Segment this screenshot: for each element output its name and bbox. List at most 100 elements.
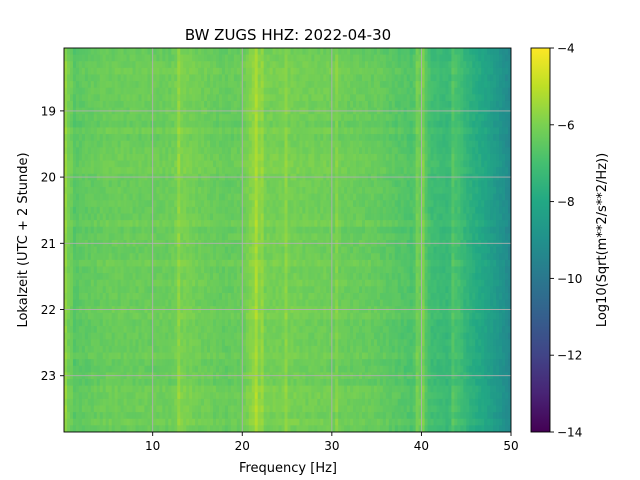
heatmap-cell <box>332 54 336 62</box>
heatmap-cell <box>117 213 122 221</box>
heatmap-cell <box>227 147 232 155</box>
heatmap-cell <box>144 127 149 135</box>
heatmap-cell <box>299 81 303 89</box>
heatmap-cell <box>257 140 262 148</box>
heatmap-cell <box>132 220 137 228</box>
heatmap-cell <box>75 100 80 109</box>
heatmap-cell <box>96 114 101 122</box>
heatmap-cell <box>499 87 503 95</box>
heatmap-cell <box>478 153 482 162</box>
heatmap-cell <box>391 61 396 69</box>
heatmap-cell <box>254 200 259 208</box>
heatmap-cell <box>183 54 187 62</box>
heatmap-cell <box>69 259 74 268</box>
heatmap-cell <box>326 120 330 129</box>
heatmap-cell <box>233 140 238 148</box>
heatmap-cell <box>132 160 137 168</box>
heatmap-cell <box>442 200 447 208</box>
heatmap-cell <box>460 94 464 102</box>
heatmap-cell <box>508 226 511 234</box>
heatmap-cell <box>394 206 399 215</box>
heatmap-cell <box>263 220 268 228</box>
heatmap-cell <box>338 100 342 109</box>
heatmap-cell <box>457 134 461 142</box>
heatmap-cell <box>111 94 116 102</box>
heatmap-cell <box>162 206 166 215</box>
heatmap-cell <box>239 48 244 56</box>
heatmap-cell <box>418 180 423 188</box>
heatmap-cell <box>439 147 444 155</box>
heatmap-cell <box>469 259 473 268</box>
heatmap-cell <box>409 180 414 188</box>
heatmap-cell <box>382 61 387 69</box>
heatmap-cell <box>490 94 494 102</box>
heatmap-cell <box>421 153 426 162</box>
heatmap-cell <box>102 81 107 89</box>
heatmap-cell <box>388 220 393 228</box>
heatmap-cell <box>102 266 107 274</box>
heatmap-cell <box>189 87 193 95</box>
heatmap-cell <box>490 193 494 201</box>
heatmap-cell <box>418 54 423 62</box>
heatmap-cell <box>314 61 318 69</box>
heatmap-cell <box>466 220 470 228</box>
heatmap-cell <box>141 100 146 109</box>
heatmap-cell <box>454 127 458 135</box>
heatmap-cell <box>364 81 369 89</box>
heatmap-cell <box>326 187 330 195</box>
heatmap-cell <box>290 259 295 268</box>
heatmap-cell <box>269 61 274 69</box>
heatmap-cell <box>204 81 208 89</box>
heatmap-cell <box>293 74 298 82</box>
heatmap-cell <box>159 193 163 201</box>
heatmap-cell <box>213 147 217 155</box>
heatmap-cell <box>156 246 160 254</box>
heatmap-cell <box>117 100 122 109</box>
heatmap-cell <box>111 67 116 76</box>
heatmap-cell <box>326 213 330 221</box>
heatmap-cell <box>290 120 295 129</box>
heatmap-cell <box>403 220 408 228</box>
heatmap-cell <box>117 233 122 241</box>
heatmap-cell <box>159 134 163 142</box>
heatmap-cell <box>159 100 163 109</box>
heatmap-cell <box>230 127 235 135</box>
heatmap-cell <box>439 220 444 228</box>
heatmap-cell <box>236 127 241 135</box>
heatmap-cell <box>266 127 271 135</box>
heatmap-cell <box>496 153 500 162</box>
heatmap-cell <box>421 120 426 129</box>
heatmap-cell <box>373 48 378 56</box>
heatmap-cell <box>427 233 432 241</box>
heatmap-cell <box>129 167 134 175</box>
heatmap-cell <box>400 100 405 109</box>
heatmap-cell <box>177 253 181 261</box>
heatmap-cell <box>198 226 202 234</box>
heatmap-cell <box>370 220 375 228</box>
heatmap-cell <box>281 160 286 168</box>
heatmap-cell <box>329 100 333 109</box>
heatmap-cell <box>487 134 491 142</box>
heatmap-cell <box>296 54 301 62</box>
heatmap-cell <box>251 187 256 195</box>
heatmap-cell <box>388 206 393 215</box>
heatmap-cell <box>254 206 259 215</box>
heatmap-cell <box>481 259 485 268</box>
heatmap-cell <box>251 213 256 221</box>
heatmap-cell <box>213 193 217 201</box>
heatmap-cell <box>207 160 211 168</box>
heatmap-cell <box>102 220 107 228</box>
heatmap-cell <box>69 140 74 148</box>
heatmap-cell <box>454 233 458 241</box>
heatmap-cell <box>186 67 190 76</box>
heatmap-cell <box>481 187 485 195</box>
heatmap-cell <box>302 180 306 188</box>
heatmap-cell <box>499 180 503 188</box>
heatmap-cell <box>439 100 444 109</box>
heatmap-cell <box>364 94 369 102</box>
heatmap-cell <box>96 120 101 129</box>
heatmap-cell <box>278 127 283 135</box>
heatmap-cell <box>323 67 327 76</box>
heatmap-cell <box>266 140 271 148</box>
heatmap-cell <box>90 220 95 228</box>
